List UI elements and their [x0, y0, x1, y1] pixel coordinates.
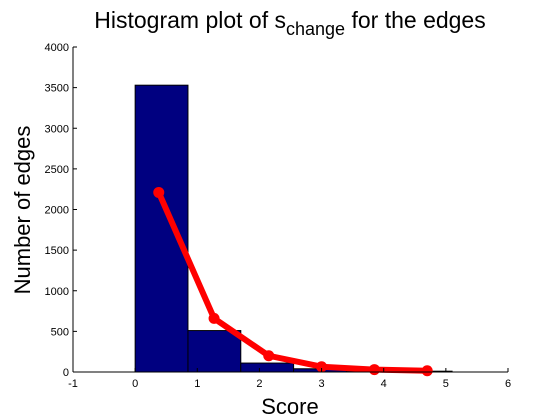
x-tick-label: -1 [68, 378, 78, 390]
histogram-bar-1 [134, 84, 189, 373]
y-tick-label: 500 [51, 326, 69, 338]
series-point-2 [208, 312, 220, 324]
series-point-5 [368, 364, 380, 376]
y-tick-label: 1000 [45, 286, 69, 298]
y-tick-label: 0 [63, 367, 69, 379]
x-tick-label: 0 [132, 378, 138, 390]
series-point-3 [263, 350, 275, 362]
histogram-bar-3 [240, 362, 295, 373]
x-tick-label: 5 [443, 378, 449, 390]
y-tick-label: 4000 [45, 42, 69, 54]
chart-title-main: Histogram plot of s [94, 7, 286, 33]
series-point-4 [316, 361, 328, 373]
series-point-6 [421, 365, 433, 377]
y-tick-label: 3000 [45, 123, 69, 135]
y-tick-label: 2000 [45, 205, 69, 217]
axes: -1 0 1 2 3 4 5 60500100015002000250030003500400… [45, 42, 512, 390]
line-series [153, 186, 433, 377]
series-point-1 [153, 186, 165, 198]
x-tick-label: 2 [256, 378, 262, 390]
x-axis-label: Score [261, 394, 318, 419]
x-tick-label: 4 [381, 378, 387, 390]
chart-title-suffix: for the edges [345, 7, 486, 33]
series-line [155, 189, 431, 374]
x-tick-label: 6 [505, 378, 511, 390]
plot-area: -1 0 1 2 3 4 5 60500100015002000250030003500400… [45, 42, 512, 390]
x-tick-label: 3 [319, 378, 325, 390]
y-axis-label: Number of edges [10, 126, 35, 295]
histogram-bar-2 [187, 330, 242, 373]
y-tick-label: 3500 [45, 83, 69, 95]
chart-title: Histogram plot of schange for the edges [94, 7, 485, 39]
x-tick-label: 1 [194, 378, 200, 390]
y-tick-label: 2500 [45, 164, 69, 176]
chart-title-subscript: change [286, 19, 345, 39]
y-tick-label: 1500 [45, 245, 69, 257]
